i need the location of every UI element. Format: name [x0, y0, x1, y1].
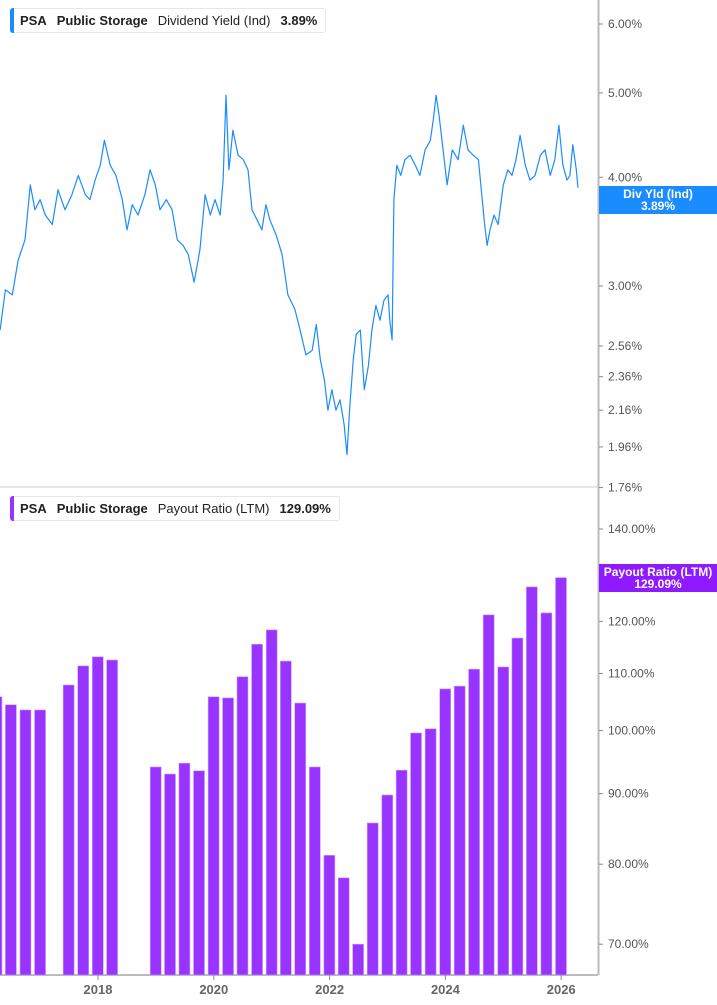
legend-company: Public Storage — [56, 501, 148, 516]
payout-bar[interactable] — [265, 629, 278, 976]
payout-bar[interactable] — [106, 659, 118, 976]
y-tick-label: 70.00% — [608, 937, 649, 951]
flag-value: 129.09% — [634, 577, 682, 591]
payout-bar[interactable] — [92, 656, 104, 976]
payout-bar[interactable] — [5, 704, 17, 976]
flag-name: Div Yld (Ind) — [623, 187, 693, 201]
payout-bar[interactable] — [453, 685, 466, 976]
legend-ticker: PSA — [20, 13, 47, 28]
payout-bar[interactable] — [207, 696, 220, 976]
legend-metric: Dividend Yield (Ind) — [157, 13, 271, 28]
payout-bar[interactable] — [424, 728, 437, 976]
x-tick-label: 2020 — [199, 982, 228, 997]
y-tick-label: 90.00% — [608, 787, 649, 801]
payout-bar[interactable] — [309, 766, 321, 976]
payout-bar[interactable] — [352, 943, 364, 976]
yield-legend[interactable]: PSA Public Storage Dividend Yield (Ind) … — [10, 8, 327, 33]
payout-bar[interactable] — [526, 586, 538, 976]
y-tick-label: 110.00% — [608, 666, 655, 680]
y-tick-label: 1.96% — [608, 440, 642, 454]
payout-last-value-flag: Payout Ratio (LTM) 129.09% — [599, 564, 717, 592]
y-tick-label: 2.36% — [608, 370, 642, 384]
payout-bar[interactable] — [468, 668, 480, 976]
payout-bar[interactable] — [149, 766, 162, 976]
payout-bar[interactable] — [482, 614, 495, 976]
y-tick-label: 140.00% — [608, 522, 656, 536]
legend-value: 3.89% — [280, 13, 318, 28]
x-tick-label: 2024 — [431, 982, 461, 997]
y-tick-label: 2.16% — [608, 403, 642, 417]
payout-bar[interactable] — [193, 770, 205, 976]
yield-series-color — [10, 8, 14, 33]
legend-company: Public Storage — [56, 13, 148, 28]
y-tick-label: 4.00% — [608, 170, 642, 184]
payout-bar[interactable] — [222, 697, 234, 976]
x-tick-label: 2022 — [315, 982, 344, 997]
payout-bar[interactable] — [381, 794, 394, 976]
payout-bar[interactable] — [164, 773, 176, 976]
payout-bar[interactable] — [62, 684, 75, 976]
payout-bar[interactable] — [323, 854, 336, 976]
y-tick-label: 3.00% — [608, 279, 642, 293]
legend-value: 129.09% — [279, 501, 331, 516]
payout-bar[interactable] — [236, 676, 249, 976]
payout-legend[interactable]: PSA Public Storage Payout Ratio (LTM) 12… — [10, 496, 340, 521]
payout-bar[interactable] — [77, 665, 90, 976]
legend-metric: Payout Ratio (LTM) — [157, 501, 270, 516]
x-tick-label: 2026 — [547, 982, 576, 997]
dividend-yield-line — [0, 94, 579, 456]
payout-bar[interactable] — [251, 643, 263, 976]
payout-bar[interactable] — [337, 877, 350, 976]
payout-bar[interactable] — [555, 577, 567, 976]
y-tick-label: 100.00% — [608, 724, 656, 738]
payout-bar[interactable] — [178, 762, 191, 976]
y-tick-label: 6.00% — [608, 17, 642, 31]
payout-bar[interactable] — [410, 732, 422, 976]
payout-bar[interactable] — [19, 709, 32, 976]
payout-bar[interactable] — [511, 637, 524, 976]
payout-bar[interactable] — [366, 822, 379, 976]
flag-value: 3.89% — [640, 199, 676, 213]
yield-last-value-flag: Div Yld (Ind) 3.89% — [599, 186, 717, 214]
y-tick-label: 80.00% — [608, 857, 649, 871]
y-tick-label: 5.00% — [608, 86, 642, 100]
y-tick-label: 1.76% — [608, 481, 642, 495]
payout-bar[interactable] — [395, 769, 408, 976]
payout-bar[interactable] — [280, 660, 292, 976]
payout-bar[interactable] — [0, 696, 3, 976]
flag-name: Payout Ratio (LTM) — [603, 565, 713, 579]
payout-bar[interactable] — [497, 666, 510, 976]
payout-bar[interactable] — [540, 612, 553, 976]
y-tick-label: 120.00% — [608, 614, 656, 628]
payout-bar[interactable] — [34, 709, 46, 976]
payout-bar[interactable] — [439, 688, 452, 976]
payout-bar[interactable] — [294, 702, 307, 976]
x-tick-label: 2018 — [84, 982, 113, 997]
legend-ticker: PSA — [20, 501, 47, 516]
payout-series-color — [10, 496, 14, 521]
y-tick-label: 2.56% — [608, 339, 642, 353]
